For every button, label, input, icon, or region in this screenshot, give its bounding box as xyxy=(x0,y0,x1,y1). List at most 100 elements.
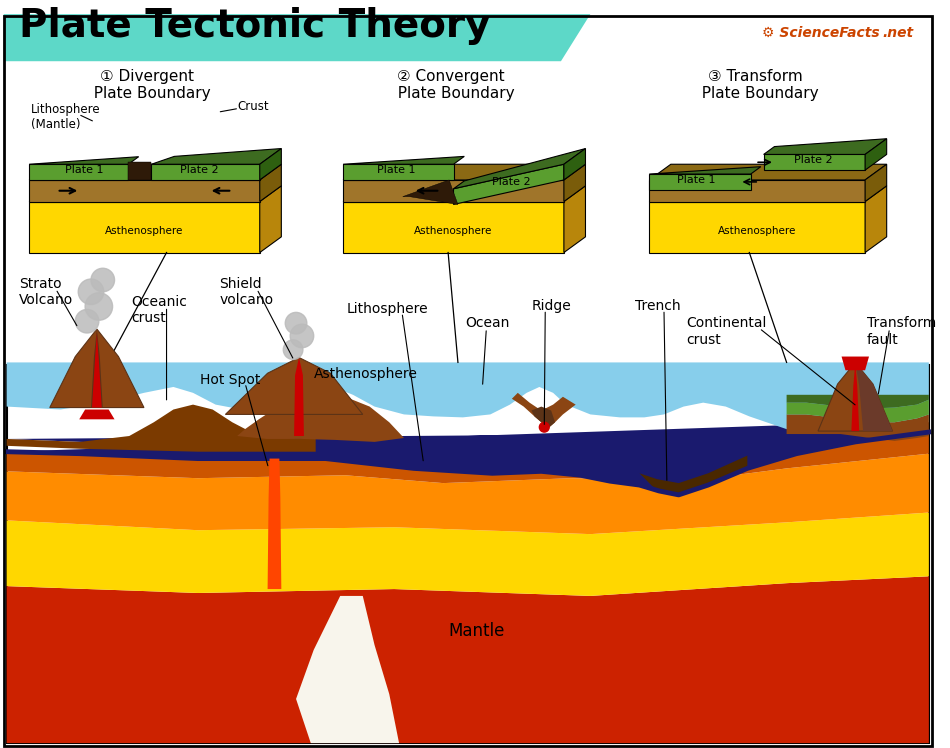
Polygon shape xyxy=(564,165,585,201)
Polygon shape xyxy=(79,409,115,420)
Text: Ocean: Ocean xyxy=(465,316,509,331)
Text: Lithosphere
(Mantle): Lithosphere (Mantle) xyxy=(31,103,101,132)
Text: Continental
crust: Continental crust xyxy=(687,316,767,346)
Circle shape xyxy=(290,324,314,348)
Text: ① Divergent
  Plate Boundary: ① Divergent Plate Boundary xyxy=(84,69,210,102)
Polygon shape xyxy=(818,363,893,431)
Polygon shape xyxy=(29,201,259,253)
Circle shape xyxy=(78,279,104,304)
Polygon shape xyxy=(453,149,585,188)
Polygon shape xyxy=(787,395,929,408)
Polygon shape xyxy=(49,329,144,408)
Polygon shape xyxy=(855,363,893,431)
Text: .net: .net xyxy=(883,25,914,40)
Polygon shape xyxy=(128,162,151,180)
Polygon shape xyxy=(259,165,281,201)
Polygon shape xyxy=(639,456,748,495)
Polygon shape xyxy=(151,165,259,180)
Polygon shape xyxy=(151,149,281,165)
Polygon shape xyxy=(296,596,399,743)
Polygon shape xyxy=(531,407,555,428)
Polygon shape xyxy=(564,186,585,253)
Polygon shape xyxy=(842,357,869,370)
Polygon shape xyxy=(343,180,564,201)
Text: Plate 1: Plate 1 xyxy=(66,165,104,175)
Polygon shape xyxy=(787,399,929,423)
Polygon shape xyxy=(7,454,929,534)
Polygon shape xyxy=(343,156,465,165)
Polygon shape xyxy=(865,138,886,170)
Polygon shape xyxy=(343,201,564,253)
Polygon shape xyxy=(7,365,929,743)
Polygon shape xyxy=(92,333,102,408)
Text: Trench: Trench xyxy=(635,298,680,313)
Circle shape xyxy=(285,313,307,334)
Polygon shape xyxy=(343,186,585,201)
Text: Mantle: Mantle xyxy=(448,622,504,640)
Polygon shape xyxy=(4,14,590,61)
Polygon shape xyxy=(29,180,259,201)
Polygon shape xyxy=(865,165,886,201)
Polygon shape xyxy=(865,186,886,253)
Polygon shape xyxy=(29,165,281,180)
Text: Oceanic
crust: Oceanic crust xyxy=(131,295,187,325)
Text: Plate 2: Plate 2 xyxy=(180,165,219,175)
Polygon shape xyxy=(29,156,139,165)
Polygon shape xyxy=(343,165,585,180)
Text: Shield
volcano: Shield volcano xyxy=(219,277,274,307)
Polygon shape xyxy=(7,512,929,596)
Polygon shape xyxy=(512,393,576,428)
Polygon shape xyxy=(29,186,281,201)
Text: Hot Spot: Hot Spot xyxy=(200,373,260,387)
Polygon shape xyxy=(649,167,761,174)
Text: Asthenosphere: Asthenosphere xyxy=(414,226,493,236)
Circle shape xyxy=(283,340,303,360)
Polygon shape xyxy=(7,420,929,495)
Polygon shape xyxy=(343,165,453,180)
Text: Asthenosphere: Asthenosphere xyxy=(718,226,796,236)
Text: Ridge: Ridge xyxy=(531,298,571,313)
Polygon shape xyxy=(649,180,865,201)
Text: ⚙ ScienceFacts: ⚙ ScienceFacts xyxy=(762,25,880,40)
Text: ③ Transform
  Plate Boundary: ③ Transform Plate Boundary xyxy=(692,69,819,102)
Text: Plate 2: Plate 2 xyxy=(794,156,832,165)
Text: Strato
Volcano: Strato Volcano xyxy=(19,277,74,307)
Text: Lithosphere: Lithosphere xyxy=(347,301,428,316)
Polygon shape xyxy=(787,414,929,441)
Text: Plate Tectonic Theory: Plate Tectonic Theory xyxy=(19,7,491,45)
Circle shape xyxy=(75,310,99,333)
Polygon shape xyxy=(29,165,128,180)
Polygon shape xyxy=(225,358,363,414)
Polygon shape xyxy=(649,165,886,180)
Text: ② Convergent
  Plate Boundary: ② Convergent Plate Boundary xyxy=(388,69,514,102)
Polygon shape xyxy=(851,363,859,431)
Polygon shape xyxy=(649,174,750,190)
Text: Transform
fault: Transform fault xyxy=(867,316,937,346)
Polygon shape xyxy=(649,186,886,201)
Polygon shape xyxy=(764,138,886,154)
Polygon shape xyxy=(764,154,865,170)
Text: Asthenosphere: Asthenosphere xyxy=(314,367,418,381)
Text: Crust: Crust xyxy=(238,100,269,114)
Polygon shape xyxy=(7,405,315,452)
Polygon shape xyxy=(637,473,708,495)
Polygon shape xyxy=(268,459,281,589)
Polygon shape xyxy=(259,186,281,253)
Text: Plate 2: Plate 2 xyxy=(491,177,530,188)
Polygon shape xyxy=(453,165,564,204)
Circle shape xyxy=(91,269,115,292)
Polygon shape xyxy=(259,149,281,180)
Polygon shape xyxy=(649,201,865,253)
Text: Asthenosphere: Asthenosphere xyxy=(105,226,183,236)
Polygon shape xyxy=(7,363,929,431)
Polygon shape xyxy=(403,180,458,204)
Polygon shape xyxy=(564,149,585,180)
Polygon shape xyxy=(91,329,103,408)
Polygon shape xyxy=(294,358,304,436)
Circle shape xyxy=(540,423,549,432)
Text: Plate 1: Plate 1 xyxy=(377,165,415,175)
Polygon shape xyxy=(7,576,929,743)
Text: Plate 1: Plate 1 xyxy=(677,175,716,185)
Polygon shape xyxy=(238,393,404,442)
Circle shape xyxy=(86,292,113,320)
